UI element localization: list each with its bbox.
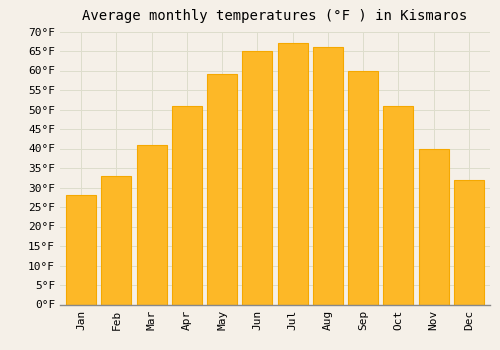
Bar [384,106,414,304]
Bar [278,43,308,304]
Bar [136,145,166,304]
Bar [454,180,484,304]
Bar [313,47,343,304]
Title: Average monthly temperatures (°F ) in Kismaros: Average monthly temperatures (°F ) in Ki… [82,9,468,23]
Bar [242,51,272,304]
Bar [102,176,132,304]
Bar [418,148,448,304]
Bar [207,75,237,304]
Bar [348,70,378,304]
Bar [172,106,202,304]
Bar [66,195,96,304]
